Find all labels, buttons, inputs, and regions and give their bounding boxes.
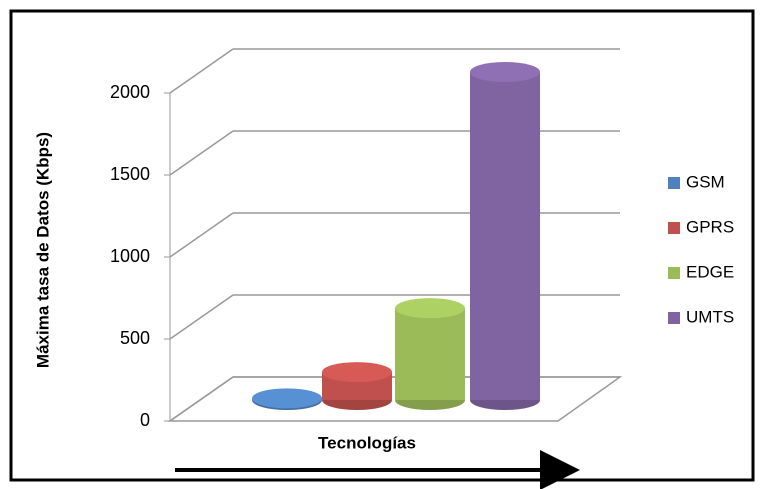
plot: 0 500 1000 1500 2000 <box>110 48 620 430</box>
grid-line-side <box>169 212 234 258</box>
legend-swatch <box>668 267 680 279</box>
legend-label: EDGE <box>686 262 734 281</box>
cylinder-top <box>252 388 322 409</box>
legend-label: GPRS <box>686 217 734 236</box>
grid-line-side <box>169 376 234 422</box>
cylinder-top <box>470 62 540 82</box>
x-axis-title: Tecnologías <box>318 433 416 452</box>
legend-label: GSM <box>686 172 725 191</box>
y-tick-label: 2000 <box>110 82 150 102</box>
cylinder-top <box>322 362 392 383</box>
bar <box>395 308 465 400</box>
y-tick-label: 500 <box>120 328 150 348</box>
y-tick-label: 1000 <box>110 246 150 266</box>
grid-line-side <box>169 130 234 176</box>
y-tick-label: 1500 <box>110 164 150 184</box>
y-tick-label: 0 <box>140 410 150 430</box>
grid-line-side <box>169 294 234 340</box>
bar <box>470 72 540 400</box>
legend-swatch <box>668 177 680 189</box>
legend-label: UMTS <box>686 307 734 326</box>
grid-line-side <box>169 48 234 94</box>
cylinder-top <box>395 298 465 319</box>
legend-swatch <box>668 312 680 324</box>
y-axis-title: Máxima tasa de Datos (Kbps) <box>33 132 52 368</box>
legend-swatch <box>668 222 680 234</box>
